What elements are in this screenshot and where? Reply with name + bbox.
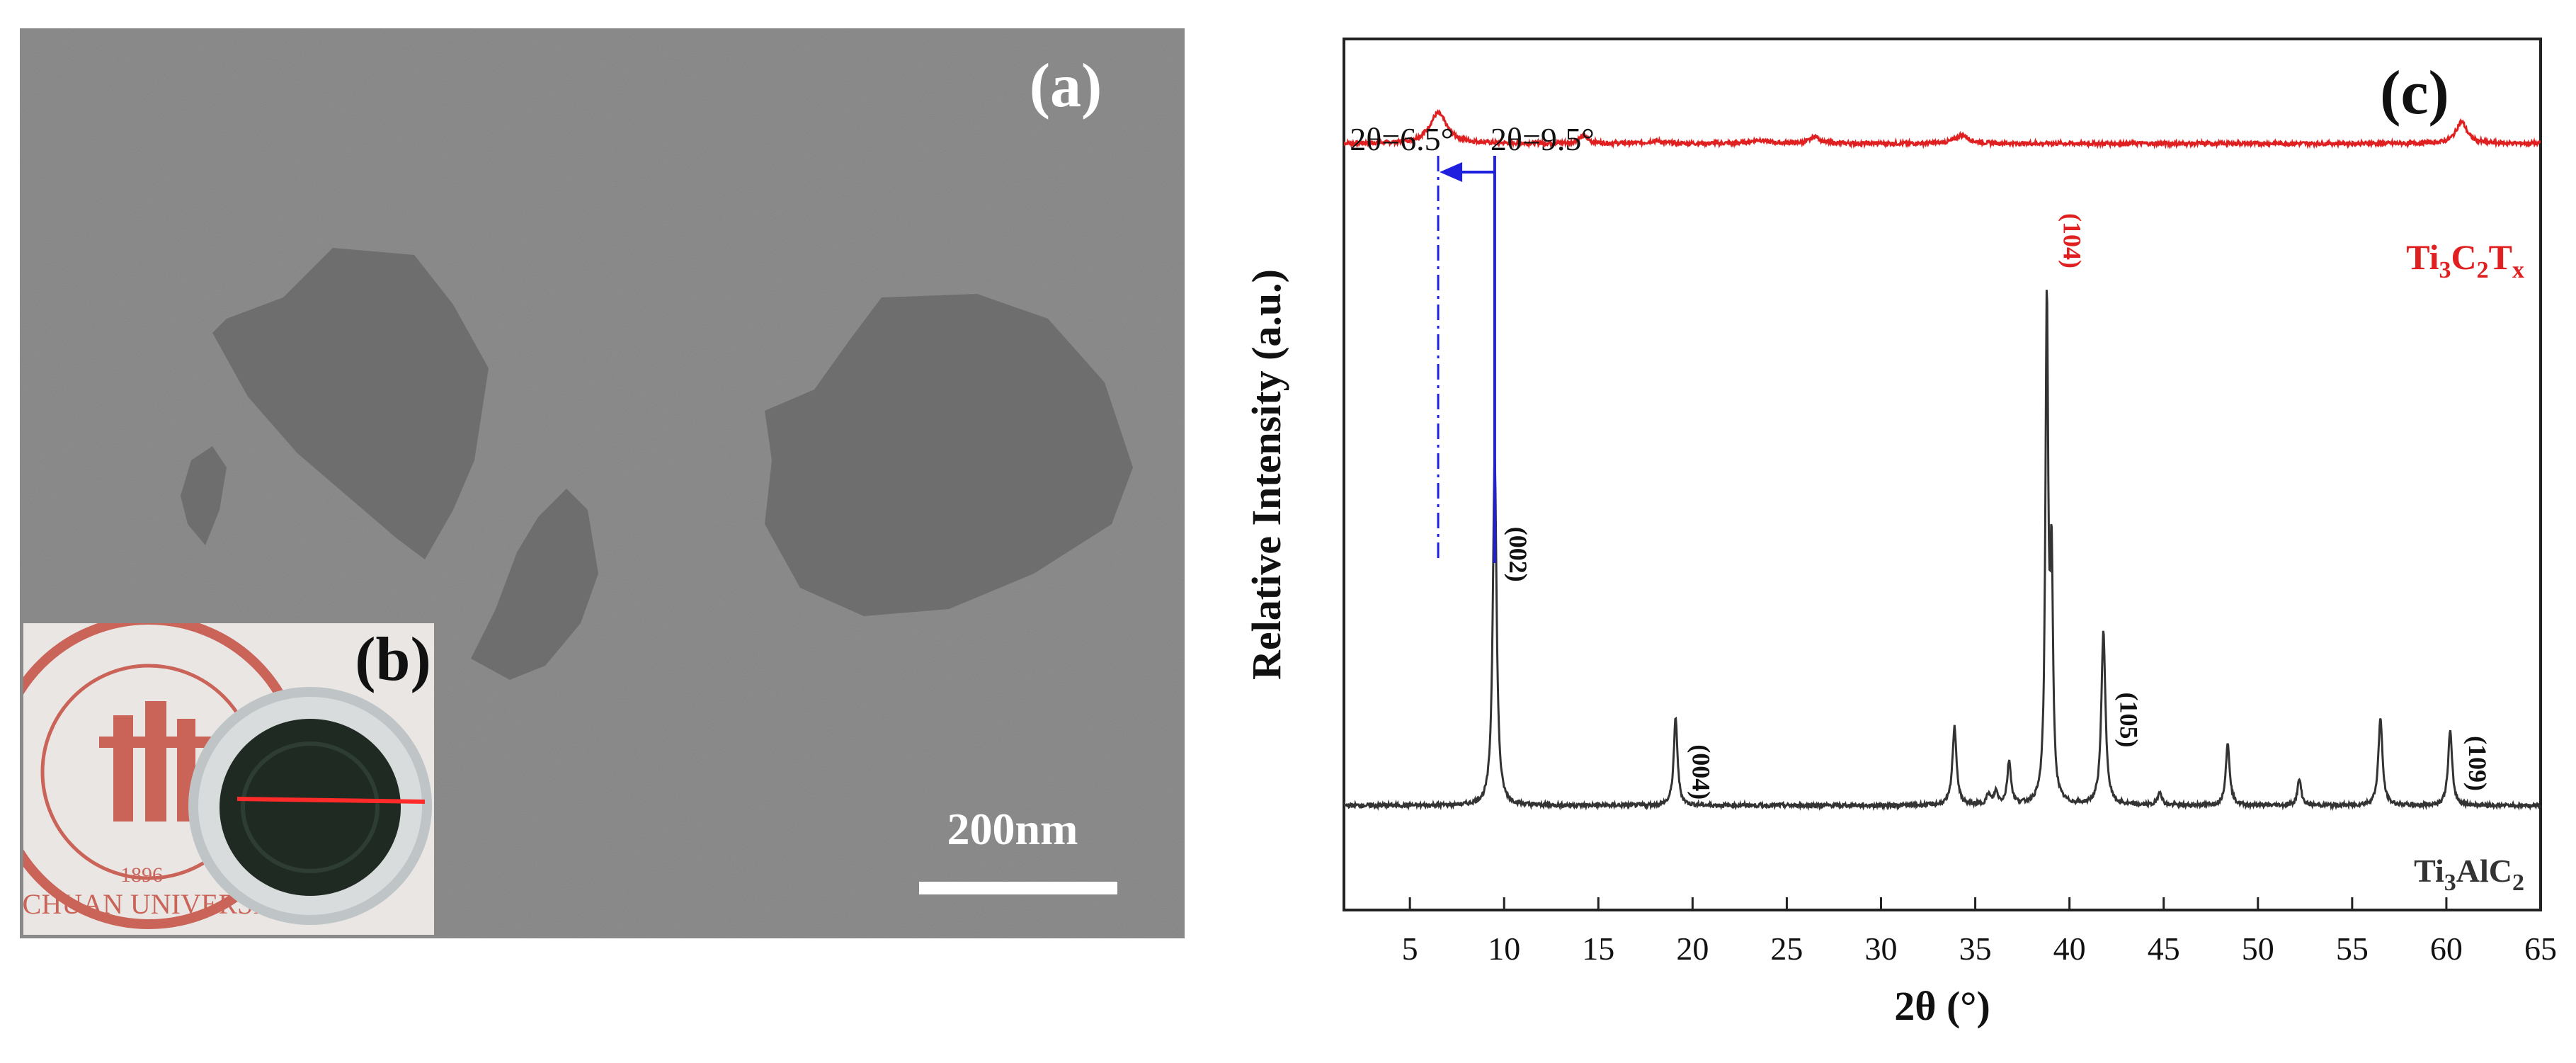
panel-c-xrd-chart: 5 10 15 20 25 30 35 40 45 50 55 60 65 2θ=6.5° 2θ=9.5°…: [1243, 38, 2557, 1029]
peak-labels: (002) (004) (104) (105) (109): [1504, 213, 2492, 800]
x-tick-label: 10: [1488, 931, 1520, 967]
scale-bar-label: 200nm: [947, 804, 1078, 854]
annotation-layer: 2θ=6.5° 2θ=9.5°: [1350, 121, 1595, 563]
logo-year: 1896: [120, 863, 163, 887]
peak-label: (109): [2463, 736, 2492, 791]
x-tick-label: 65: [2524, 931, 2557, 967]
x-tick-label: 45: [2148, 931, 2180, 967]
panel-b-label: (b): [355, 625, 431, 694]
x-tick-label: 15: [1582, 931, 1614, 967]
peak-label: (002): [1504, 527, 1532, 582]
x-tick-label: 25: [1770, 931, 1803, 967]
nanosheet-flake: [765, 294, 1133, 616]
x-axis-ticks: 5 10 15 20 25 30 35 40 45 50 55 60 65: [1402, 897, 2557, 967]
x-tick-label: 35: [1959, 931, 1992, 967]
x-tick-label: 5: [1402, 931, 1418, 967]
nanosheet-flake: [471, 489, 598, 680]
shift-label-left: 2θ=6.5°: [1350, 121, 1454, 157]
series-line-ti3c2tx: [1344, 108, 2541, 149]
peak-label: (004): [1687, 744, 1715, 800]
x-tick-label: 55: [2336, 931, 2369, 967]
shift-arrow-head: [1440, 162, 1463, 182]
beaker-with-dispersion: [188, 687, 432, 925]
panel-c-label: (c): [2380, 59, 2449, 127]
x-axis-label: 2θ (°): [1894, 983, 1990, 1029]
plot-frame: [1343, 38, 2542, 911]
panel-b-photo-inset: SICHUAN UNIVERSITY 1896 (b): [23, 623, 434, 935]
tyndall-laser-beam: [236, 797, 426, 804]
panel-a-label: (a): [1030, 52, 1102, 120]
nanosheet-flake: [212, 248, 489, 559]
x-tick-label: 40: [2053, 931, 2086, 967]
series-layer: [1344, 108, 2541, 812]
series-label-ti3c2tx: Ti3C2Tx: [2406, 237, 2524, 283]
series-line-ti3alc2: [1344, 290, 2541, 812]
peak-label: (104): [2058, 213, 2087, 268]
x-tick-label: 20: [1676, 931, 1709, 967]
series-label-ti3alc2: Ti3AlC2: [2414, 853, 2524, 896]
scale-bar: [919, 882, 1117, 894]
x-tick-label: 30: [1865, 931, 1898, 967]
shift-label-right: 2θ=9.5°: [1491, 121, 1595, 157]
peak-label: (105): [2115, 693, 2143, 748]
nanosheet-flake: [181, 446, 227, 545]
x-tick-label: 50: [2242, 931, 2274, 967]
x-tick-label: 60: [2430, 931, 2463, 967]
y-axis-label: Relative Intensity (a.u.): [1243, 269, 1289, 680]
